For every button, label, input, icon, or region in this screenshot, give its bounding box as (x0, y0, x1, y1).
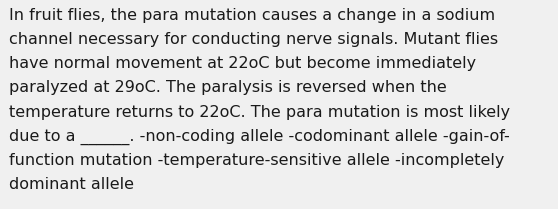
Text: have normal movement at 22oC but become immediately: have normal movement at 22oC but become … (9, 56, 476, 71)
Text: channel necessary for conducting nerve signals. Mutant flies: channel necessary for conducting nerve s… (9, 32, 498, 47)
Text: dominant allele: dominant allele (9, 177, 134, 192)
Text: paralyzed at 29oC. The paralysis is reversed when the: paralyzed at 29oC. The paralysis is reve… (9, 80, 446, 96)
Text: temperature returns to 22oC. The para mutation is most likely: temperature returns to 22oC. The para mu… (9, 104, 510, 120)
Text: function mutation -temperature-sensitive allele -incompletely: function mutation -temperature-sensitive… (9, 153, 504, 168)
Text: due to a ______. -non-coding allele -codominant allele -gain-of-: due to a ______. -non-coding allele -cod… (9, 129, 509, 145)
Text: In fruit flies, the para mutation causes a change in a sodium: In fruit flies, the para mutation causes… (9, 8, 495, 23)
